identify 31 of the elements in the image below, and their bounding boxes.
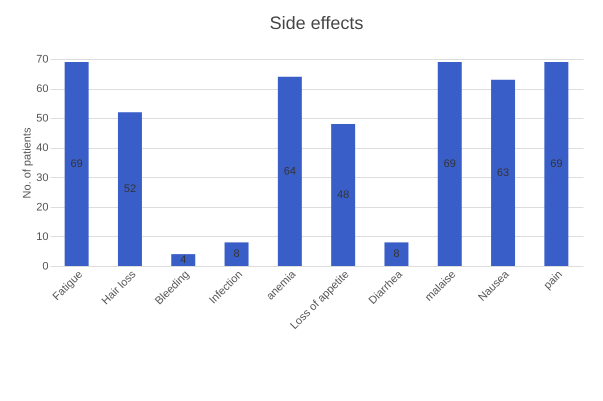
y-tick-label: 30	[36, 172, 48, 184]
data-label: 4	[180, 254, 186, 266]
y-tick-label: 60	[36, 83, 48, 96]
y-tick-label: 50	[36, 112, 48, 125]
bar	[64, 62, 89, 266]
chart-title: Side effects	[270, 13, 364, 33]
bar	[438, 62, 462, 266]
data-label: 8	[233, 248, 240, 260]
bar	[384, 242, 408, 266]
y-tick-label: 0	[42, 260, 48, 272]
y-tick-label: 10	[36, 230, 48, 243]
data-label: 48	[337, 189, 350, 202]
y-tick-label: 20	[36, 201, 48, 214]
data-label: 52	[124, 183, 136, 196]
data-label: 64	[284, 165, 296, 178]
y-axis-title: No. of patients	[21, 127, 34, 198]
bar	[224, 242, 249, 266]
bar	[331, 124, 356, 266]
data-label: 8	[393, 248, 400, 260]
data-label: 63	[496, 166, 510, 179]
bar	[118, 112, 142, 266]
data-label: 69	[70, 158, 83, 170]
bar	[491, 80, 516, 266]
data-label: 69	[444, 158, 456, 170]
data-label: 69	[550, 158, 562, 170]
bar	[278, 76, 302, 266]
bar	[544, 62, 568, 266]
y-tick-label: 40	[36, 142, 48, 154]
bar	[171, 254, 196, 266]
x-tick-label: Hair loss	[100, 268, 139, 308]
y-tick-label: 70	[36, 54, 48, 66]
